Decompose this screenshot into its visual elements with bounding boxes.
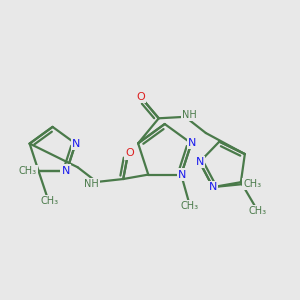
Text: NH: NH [182, 110, 196, 120]
Text: N: N [188, 138, 196, 148]
Text: CH₃: CH₃ [181, 200, 199, 211]
Text: N: N [72, 139, 81, 148]
Text: NH: NH [85, 179, 99, 189]
Text: O: O [125, 148, 134, 158]
Text: N: N [209, 182, 217, 192]
Text: N: N [61, 166, 70, 176]
Text: N: N [195, 157, 204, 167]
Text: N: N [178, 169, 186, 180]
Text: O: O [136, 92, 145, 102]
Text: CH₃: CH₃ [248, 206, 267, 216]
Text: CH₃: CH₃ [40, 196, 58, 206]
Text: CH₃: CH₃ [19, 166, 37, 176]
Text: CH₃: CH₃ [243, 179, 261, 189]
